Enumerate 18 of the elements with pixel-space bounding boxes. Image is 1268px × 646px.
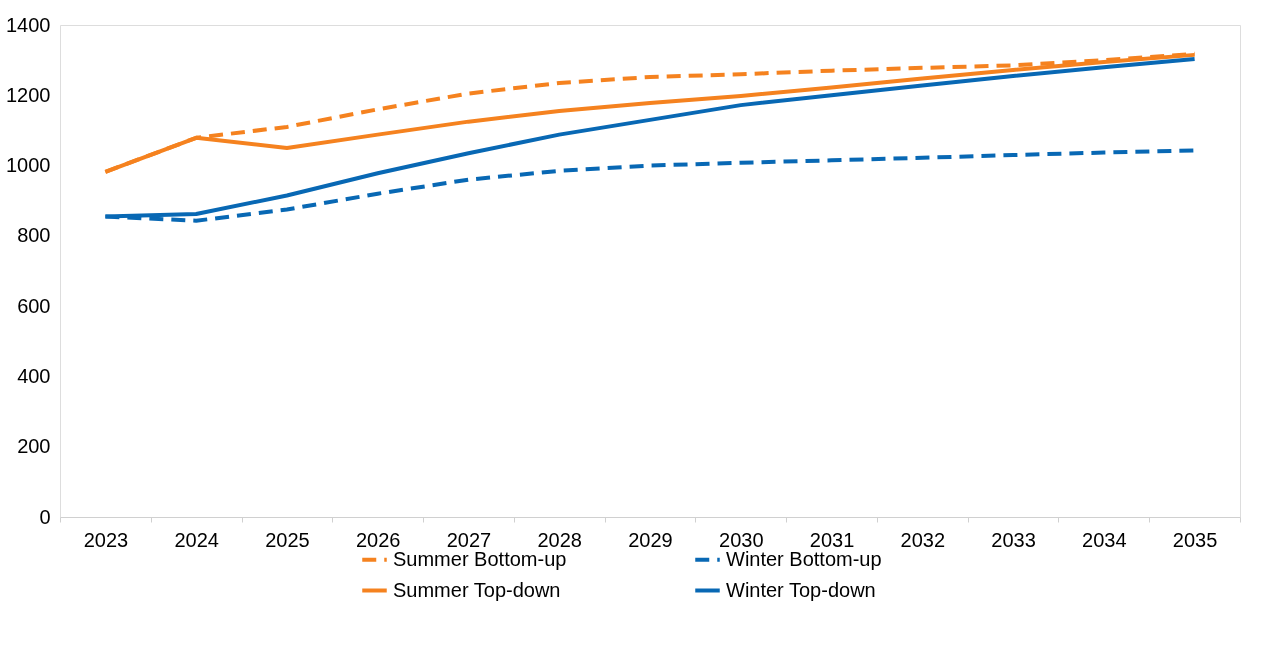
y-tick-label: 1200 bbox=[6, 83, 51, 106]
y-tick-label: 200 bbox=[17, 435, 51, 458]
legend-label: Winter Top-down bbox=[726, 578, 876, 601]
x-tick-label: 2033 bbox=[991, 528, 1036, 551]
x-tick-label: 2025 bbox=[265, 528, 310, 551]
x-tick-label: 2023 bbox=[83, 528, 129, 551]
x-tick-label: 2029 bbox=[628, 528, 673, 551]
y-tick-label: 1400 bbox=[6, 13, 51, 36]
x-tick-label: 2034 bbox=[1082, 528, 1127, 551]
y-tick-label: 800 bbox=[17, 224, 51, 247]
x-tick-label: 2032 bbox=[900, 528, 946, 551]
legend-label: Summer Top-down bbox=[393, 578, 561, 601]
y-tick-label: 0 bbox=[39, 505, 51, 528]
x-tick-label: 2035 bbox=[1172, 528, 1218, 551]
y-tick-label: 600 bbox=[17, 294, 51, 317]
y-tick-label: 1000 bbox=[6, 154, 51, 177]
y-tick-label: 400 bbox=[17, 364, 51, 387]
x-tick-label: 2024 bbox=[174, 528, 219, 551]
